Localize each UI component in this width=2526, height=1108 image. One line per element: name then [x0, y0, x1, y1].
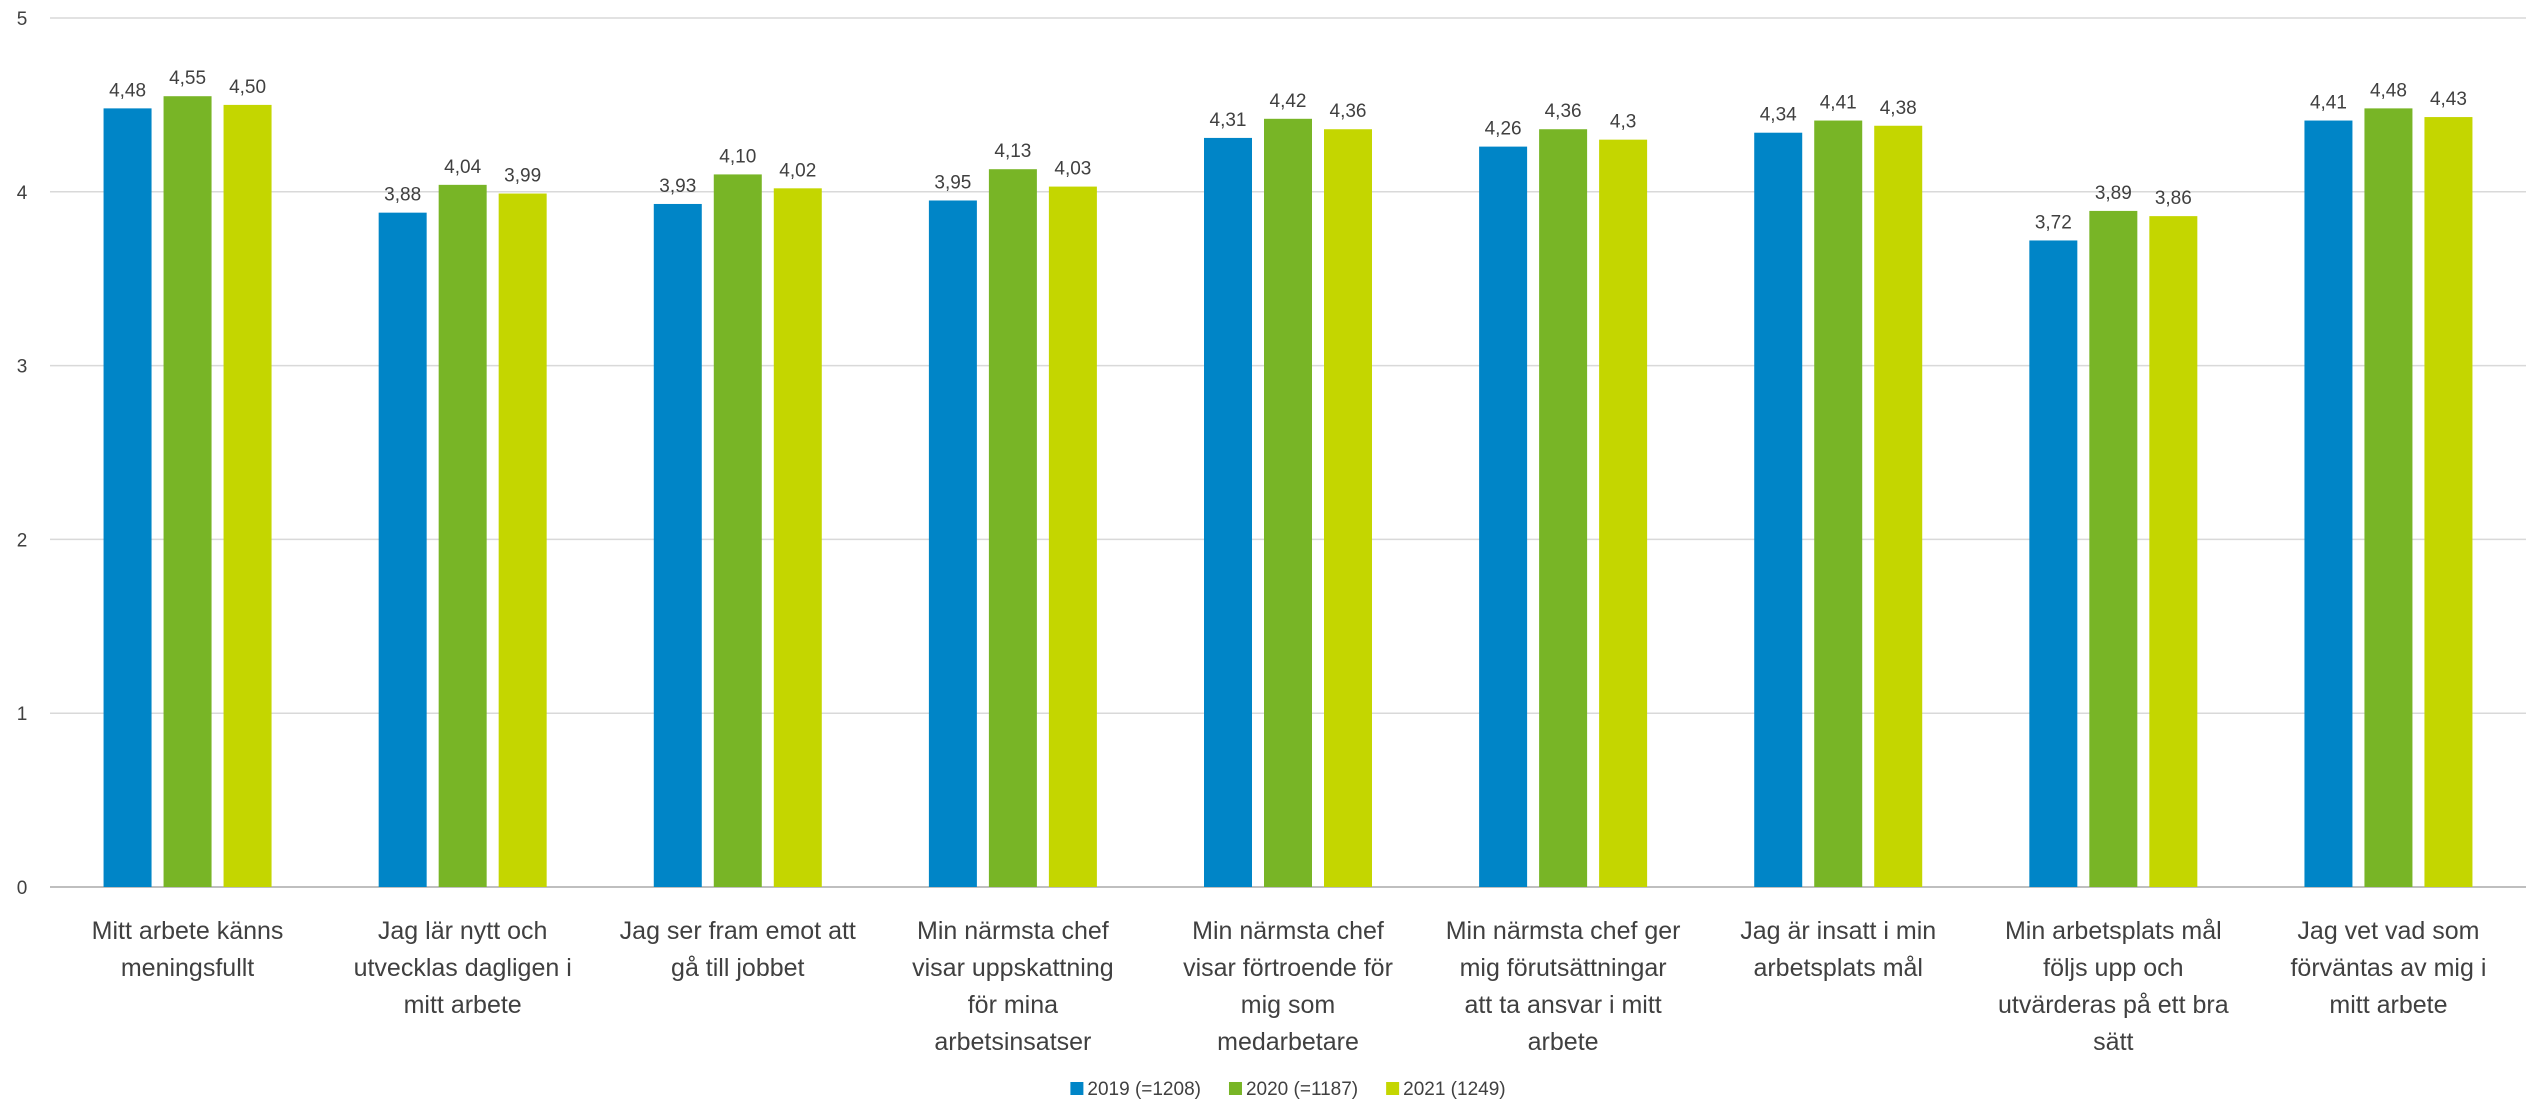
bar	[1599, 139, 1648, 887]
data-label: 4,50	[229, 77, 266, 98]
data-label: 3,88	[384, 185, 421, 206]
bar	[2304, 120, 2353, 888]
bars	[103, 96, 2473, 888]
x-tick-label: Jag lär nytt och utvecklas dagligen i mitt…	[354, 917, 572, 1019]
data-label: 4,48	[109, 80, 146, 101]
bar	[773, 188, 822, 888]
data-label: 3,99	[504, 166, 541, 187]
y-tick-label: 3	[17, 357, 28, 378]
data-label: 3,89	[2095, 183, 2132, 204]
data-label: 3,86	[2155, 188, 2192, 209]
y-tick-label: 0	[17, 878, 28, 899]
bar	[2089, 210, 2138, 888]
data-label: 4,55	[169, 68, 206, 89]
data-label: 4,48	[2370, 80, 2407, 101]
bar	[1204, 137, 1252, 887]
bar	[103, 108, 152, 888]
x-tick-label: Min närmsta chef ger mig förutsättningar a…	[1446, 917, 1681, 1056]
bar	[2424, 117, 2473, 888]
bar	[1324, 129, 1372, 887]
bar	[1754, 132, 1803, 887]
legend-item: 2020 (=1187)	[1228, 1079, 1358, 1100]
x-tick-label: Jag ser fram emot att gå till jobbet	[620, 917, 856, 982]
data-label: 3,95	[934, 172, 971, 193]
data-label: 4,03	[1054, 159, 1091, 180]
x-tick-label: Min närmsta chef visar förtroende för mig …	[1183, 917, 1393, 1056]
data-label: 4,41	[1820, 93, 1857, 114]
data-label: 4,3	[1610, 112, 1636, 133]
bar	[498, 193, 547, 888]
x-tick-label: Jag vet vad som förväntas av mig i mitt ar…	[2290, 917, 2486, 1019]
data-label: 4,41	[2310, 93, 2347, 114]
data-label: 4,02	[779, 160, 816, 181]
legend-label: 2021 (1249)	[1403, 1079, 1505, 1100]
x-tick-label: Jag är insatt i min arbetsplats mål	[1740, 917, 1936, 982]
data-label: 4,10	[719, 146, 756, 167]
legend-item: 2019 (=1208)	[1070, 1079, 1201, 1100]
legend-swatch	[1070, 1082, 1084, 1095]
data-label: 4,42	[1270, 91, 1307, 112]
legend-item: 2021 (1249)	[1386, 1079, 1506, 1100]
bar	[223, 104, 272, 887]
category-labels: Mitt arbete känns meningsfullt Jag lär nyt…	[92, 917, 2487, 1056]
data-label: 4,43	[2430, 89, 2467, 110]
bar	[378, 212, 427, 887]
bar	[438, 184, 487, 887]
x-tick-label: Mitt arbete känns meningsfullt	[92, 917, 284, 982]
data-label: 4,34	[1760, 105, 1797, 126]
bar	[2149, 216, 2198, 887]
value-labels: 4,48 4,55 4,50 3,88 4,04 3,99 3,93 4,10 4,02 3,95…	[109, 68, 2467, 233]
bar	[1539, 129, 1588, 887]
data-label: 4,36	[1545, 101, 1582, 122]
data-label: 4,26	[1485, 119, 1522, 140]
y-axis-ticks: 0 1 2 3 4 5	[17, 9, 28, 899]
y-tick-label: 5	[17, 9, 28, 30]
legend-label: 2019 (=1208)	[1087, 1079, 1201, 1100]
bar	[163, 96, 212, 887]
bar	[2029, 240, 2078, 888]
bar	[2364, 108, 2413, 888]
data-label: 3,72	[2035, 212, 2072, 233]
data-label: 4,13	[994, 141, 1031, 162]
data-label: 4,31	[1210, 110, 1247, 131]
y-tick-label: 1	[17, 704, 28, 725]
bar	[1814, 120, 1863, 888]
x-tick-label: Min närmsta chef visar uppskattning för mi…	[912, 917, 1114, 1056]
x-tick-label: Min arbetsplats mål följs upp och utvärder…	[1998, 917, 2229, 1056]
legend-label: 2020 (=1187)	[1246, 1079, 1358, 1100]
bar	[928, 200, 977, 888]
data-label: 4,04	[444, 157, 481, 178]
bar	[1479, 146, 1528, 887]
bar	[713, 174, 762, 888]
bar	[1874, 125, 1923, 888]
y-tick-label: 4	[17, 183, 28, 204]
y-tick-label: 2	[17, 530, 28, 551]
data-label: 4,36	[1330, 101, 1367, 122]
data-label: 4,38	[1880, 98, 1917, 119]
bar	[1264, 118, 1312, 887]
data-label: 3,93	[659, 176, 696, 197]
legend-swatch	[1228, 1082, 1242, 1095]
bar	[988, 169, 1037, 887]
legend-swatch	[1386, 1082, 1400, 1095]
legend: 2019 (=1208) 2020 (=1187) 2021 (1249)	[1070, 1079, 1506, 1100]
bar	[653, 203, 702, 887]
bar	[1048, 186, 1097, 887]
